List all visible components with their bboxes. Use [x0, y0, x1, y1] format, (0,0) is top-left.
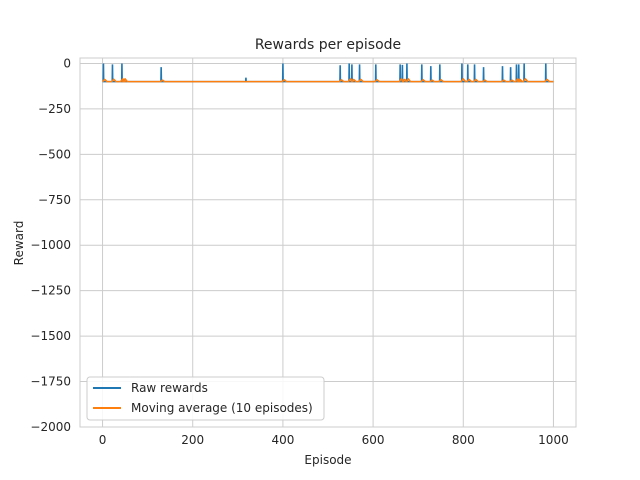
y-tick-label: −1500 [30, 329, 71, 343]
tick-labels: 0 200 400 600 800 1000 0 −250 −500 −750 −1000 −1250… [30, 56, 568, 447]
y-tick-label: −250 [38, 102, 71, 116]
y-tick-label: −2000 [30, 420, 71, 434]
x-tick-label: 1000 [538, 433, 569, 447]
legend-label-raw-rewards: Raw rewards [131, 381, 208, 395]
y-axis-label: Reward [12, 221, 26, 266]
y-tick-label: 0 [63, 56, 71, 70]
y-tick-label: −750 [38, 193, 71, 207]
y-tick-label: −500 [38, 147, 71, 161]
grid [80, 58, 576, 428]
y-tick-label: −1250 [30, 284, 71, 298]
series-layer [101, 63, 554, 83]
y-tick-label: −1000 [30, 238, 71, 252]
x-axis-label: Episode [304, 453, 351, 467]
x-tick-label: 200 [181, 433, 204, 447]
series-line-moving-average [101, 78, 554, 83]
x-tick-label: 600 [362, 433, 385, 447]
legend-box [86, 376, 325, 421]
legend: Raw rewards Moving average (10 episodes) [86, 376, 325, 421]
x-tick-label: 0 [99, 433, 107, 447]
legend-label-moving-average: Moving average (10 episodes) [131, 401, 313, 415]
y-tick-label: −1750 [30, 375, 71, 389]
series-line-raw-rewards [102, 63, 554, 83]
plot-area [79, 57, 577, 428]
chart-title: Rewards per episode [255, 37, 401, 53]
x-tick-label: 400 [271, 433, 294, 447]
x-tick-label: 800 [452, 433, 475, 447]
